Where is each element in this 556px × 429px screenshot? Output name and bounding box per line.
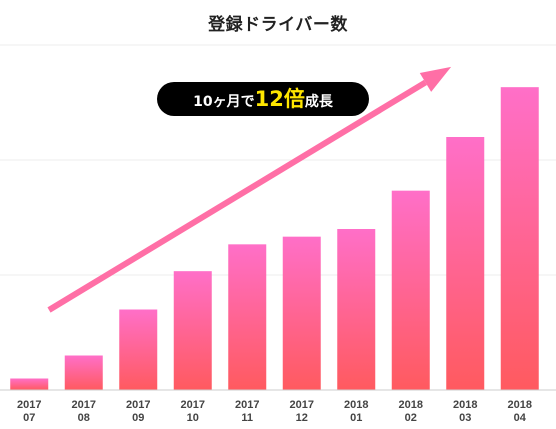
x-tick-label: 2017 10: [181, 399, 205, 424]
x-tick-label: 2018 03: [453, 399, 477, 424]
annotation-badge: [157, 82, 369, 116]
x-tick-label: 2017 08: [72, 399, 96, 424]
bar: [446, 137, 485, 390]
x-tick-label: 2017 09: [126, 399, 150, 424]
bar: [64, 355, 103, 390]
trend-arrow-shaft: [47, 79, 428, 313]
bar: [337, 229, 376, 390]
bars: [10, 87, 539, 391]
x-tick-label: 2017 07: [17, 399, 41, 424]
chart-title: 登録ドライバー数: [208, 15, 348, 35]
x-axis: 2017 07 2017 08 2017 09 2017 10 2017 11 2017 12 2018…: [0, 389, 556, 424]
x-tick-label: 2018 04: [508, 399, 532, 424]
bar: [391, 190, 430, 390]
trend-arrow: [47, 66, 452, 313]
x-tick-label: 2018 02: [399, 399, 423, 424]
growth-annotation: 10ヶ月で12倍成長: [157, 82, 369, 116]
annotation-text: 10ヶ月で12倍成長: [193, 87, 334, 111]
x-tick-label: 2018 01: [344, 399, 368, 424]
bar: [500, 87, 539, 391]
bar: [119, 309, 158, 390]
x-tick-label: 2017 12: [290, 399, 314, 424]
bar: [282, 236, 321, 390]
bar: [228, 244, 267, 390]
bar: [10, 378, 49, 390]
x-tick-label: 2017 11: [235, 399, 259, 424]
bar: [173, 271, 212, 390]
trend-arrow-head: [419, 66, 452, 92]
